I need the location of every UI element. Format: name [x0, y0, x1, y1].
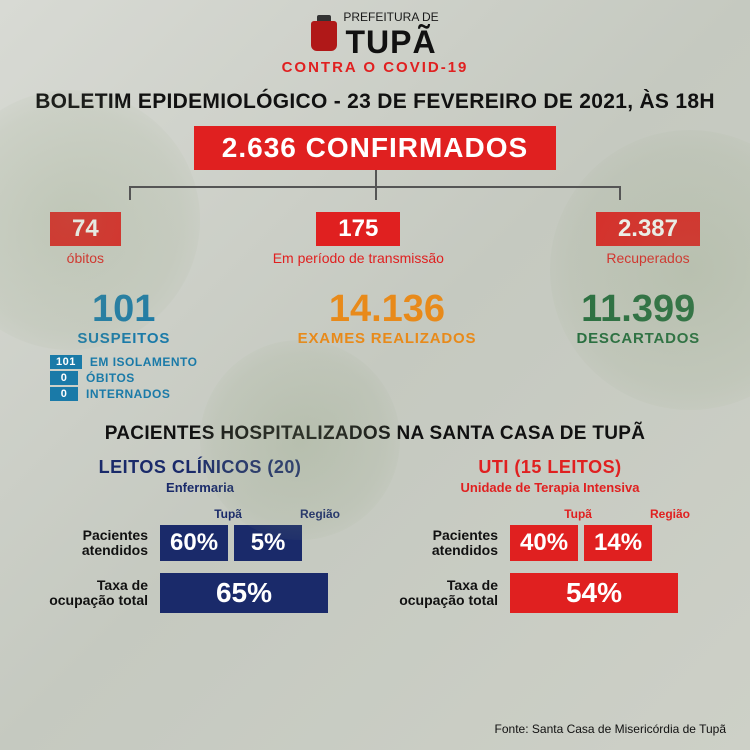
obitos-label: óbitos: [50, 250, 121, 266]
atendidos-regiao: 5%: [234, 525, 302, 561]
prefeitura-label: PREFEITURA DE: [343, 10, 438, 24]
taxa-row: Taxa de ocupação total 65%: [30, 573, 370, 613]
contra-label: CONTRA O COVID-19: [0, 59, 750, 76]
label-tupa-uti: Tupã: [564, 507, 592, 521]
cidade-label: TUPÃ: [343, 24, 438, 61]
atendidos-row: Pacientes atendidos 60% 5%: [30, 525, 370, 561]
mini-num: 101: [50, 355, 82, 369]
mini-num: 0: [50, 371, 78, 385]
uti-sub: Unidade de Terapia Intensiva: [380, 480, 720, 495]
hosp-row: LEITOS CLÍNICOS (20) Enfermaria Tupã Reg…: [0, 457, 750, 613]
source-text: Fonte: Santa Casa de Misericórdia de Tup…: [495, 722, 726, 736]
recuperados-col: 2.387 Recuperados: [596, 212, 700, 266]
recuperados-number: 2.387: [596, 212, 700, 246]
obitos-number: 74: [50, 212, 121, 246]
descartados-col: 11.399 DESCARTADOS: [576, 290, 700, 347]
exames-col: 14.136 EXAMES REALIZADOS: [298, 290, 477, 347]
exames-number: 14.136: [298, 290, 477, 328]
taxa-uti-label: Taxa de ocupação total: [380, 578, 510, 609]
suspeitos-breakdown: 101 EM ISOLAMENTO 0 ÓBITOS 0 INTERNADOS: [50, 355, 197, 401]
transmissao-label: Em período de transmissão: [273, 250, 444, 266]
atendidos-tupa: 60%: [160, 525, 228, 561]
hosp-title: PACIENTES HOSPITALIZADOS NA SANTA CASA D…: [0, 423, 750, 445]
mini-num: 0: [50, 387, 78, 401]
sub-stats-row: 74 óbitos 175 Em período de transmissão …: [0, 212, 750, 266]
atendidos-uti-tupa: 40%: [510, 525, 578, 561]
suspeitos-col: 101 SUSPEITOS 101 EM ISOLAMENTO 0 ÓBITOS…: [50, 290, 197, 401]
clinicos-col: LEITOS CLÍNICOS (20) Enfermaria Tupã Reg…: [30, 457, 370, 613]
mini-label: ÓBITOS: [86, 371, 135, 385]
clinicos-sub: Enfermaria: [30, 480, 370, 495]
taxa-label: Taxa de ocupação total: [30, 578, 160, 609]
transmissao-col: 175 Em período de transmissão: [273, 212, 444, 266]
atendidos-uti-label: Pacientes atendidos: [380, 528, 510, 559]
taxa-total: 65%: [160, 573, 328, 613]
bulletin-title: BOLETIM EPIDEMIOLÓGICO - 23 DE FEVEREIRO…: [0, 90, 750, 114]
label-regiao: Região: [300, 507, 340, 521]
descartados-number: 11.399: [576, 290, 700, 328]
atendidos-label: Pacientes atendidos: [30, 528, 160, 559]
descartados-label: DESCARTADOS: [576, 330, 700, 347]
mini-label: INTERNADOS: [86, 387, 170, 401]
taxa-uti-total: 54%: [510, 573, 678, 613]
obitos-col: 74 óbitos: [50, 212, 121, 266]
mini-label: EM ISOLAMENTO: [90, 355, 198, 369]
transmissao-number: 175: [316, 212, 400, 246]
atendidos-uti-regiao: 14%: [584, 525, 652, 561]
header: PREFEITURA DE TUPÃ CONTRA O COVID-19: [0, 0, 750, 76]
label-regiao-uti: Região: [650, 507, 690, 521]
label-tupa: Tupã: [214, 507, 242, 521]
exames-label: EXAMES REALIZADOS: [298, 330, 477, 347]
uti-col: UTI (15 LEITOS) Unidade de Terapia Inten…: [380, 457, 720, 613]
crest-icon: [311, 21, 337, 51]
suspeitos-label: SUSPEITOS: [50, 330, 197, 347]
atendidos-uti-row: Pacientes atendidos 40% 14%: [380, 525, 720, 561]
mini-row: 0 INTERNADOS: [50, 387, 197, 401]
suspeitos-number: 101: [50, 290, 197, 328]
mid-stats-row: 101 SUSPEITOS 101 EM ISOLAMENTO 0 ÓBITOS…: [0, 290, 750, 401]
mini-row: 101 EM ISOLAMENTO: [50, 355, 197, 369]
clinicos-title: LEITOS CLÍNICOS (20): [30, 457, 370, 478]
uti-title: UTI (15 LEITOS): [380, 457, 720, 478]
taxa-uti-row: Taxa de ocupação total 54%: [380, 573, 720, 613]
mini-row: 0 ÓBITOS: [50, 371, 197, 385]
tree-connector: [60, 170, 690, 212]
recuperados-label: Recuperados: [596, 250, 700, 266]
confirmados-banner: 2.636 CONFIRMADOS: [194, 126, 556, 170]
